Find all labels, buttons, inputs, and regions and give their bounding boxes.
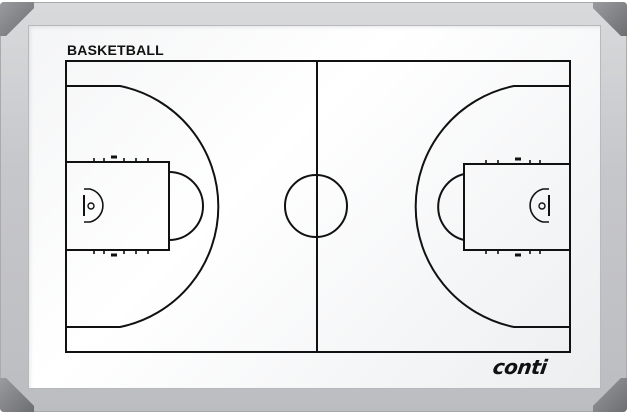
right-half-court [414,85,571,328]
right-three-point-line [414,85,570,328]
left-half-court [65,85,220,328]
center-circle [284,174,348,238]
brand-logo: conti [491,355,549,379]
whiteboard-surface [28,25,601,389]
left-free-throw-arc [168,171,204,241]
right-hoop [538,202,546,210]
left-lane-marks [93,155,149,257]
board-title: BASKETBALL [67,42,164,58]
right-restricted-arc [529,188,549,223]
left-restricted-arc [84,188,104,223]
left-key [65,161,170,251]
right-key [463,163,571,251]
left-three-point-line [66,85,220,328]
left-hoop [87,202,95,210]
right-free-throw-arc [437,173,465,241]
right-lane-marks [485,157,541,257]
